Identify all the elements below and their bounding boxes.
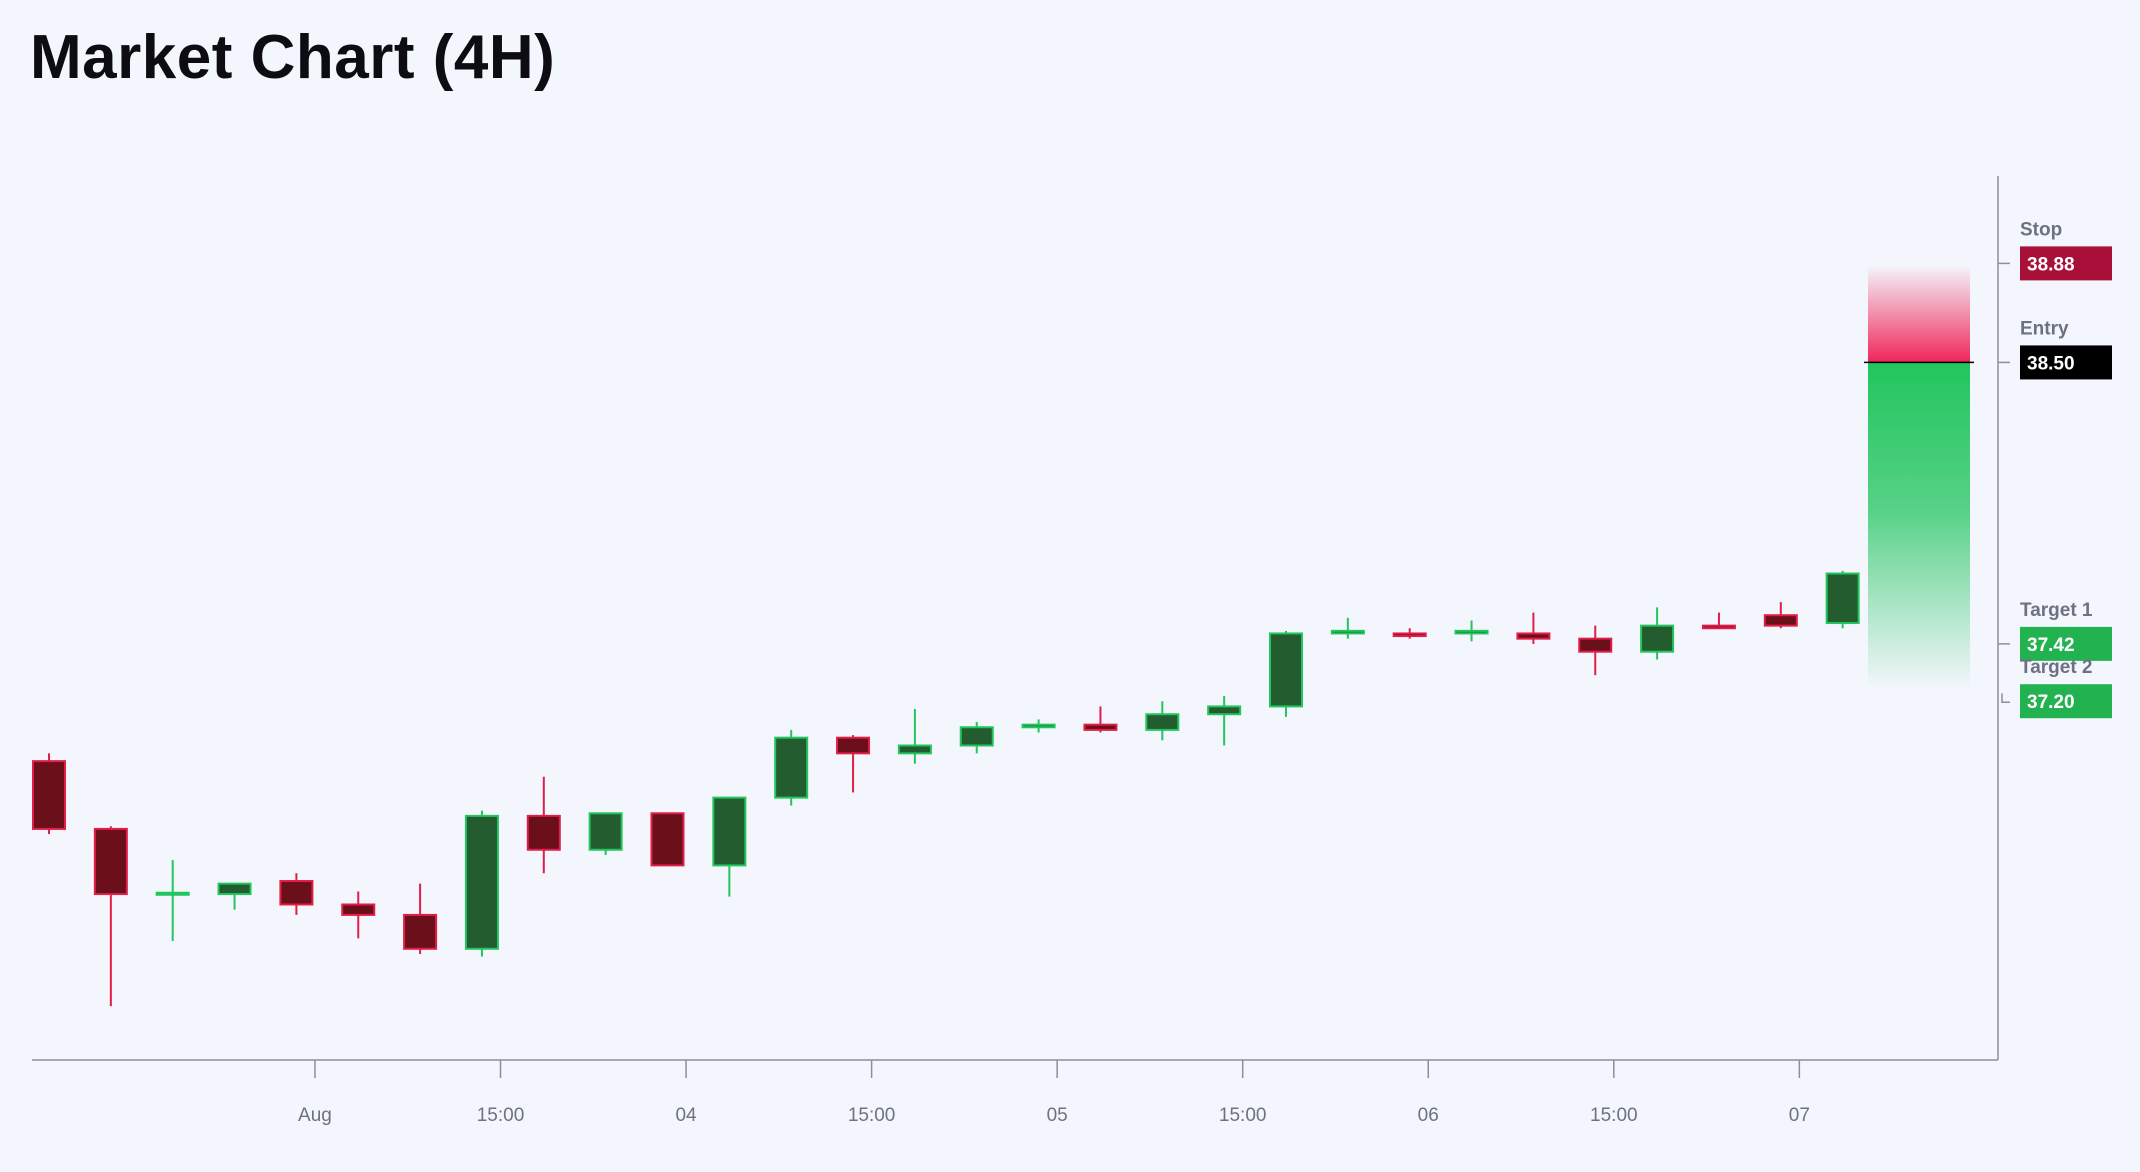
candle-body — [526, 814, 561, 851]
candle-down — [341, 891, 376, 939]
candle-body — [836, 736, 871, 755]
level-target: Target 2 37.20 — [2001, 657, 2112, 719]
candle-down — [32, 753, 66, 835]
candle-up — [217, 882, 252, 910]
candle-body — [1145, 713, 1180, 731]
candle-body — [650, 812, 685, 867]
candle-body — [774, 736, 809, 799]
x-tick-label: 06 — [1418, 1105, 1439, 1126]
level-badge — [2020, 345, 2112, 380]
candle-body — [1021, 723, 1056, 729]
candle-body — [897, 744, 932, 755]
candle-up — [1330, 617, 1365, 639]
candle-body — [1825, 572, 1860, 625]
candle-body — [1640, 624, 1675, 653]
level-badge — [2020, 246, 2112, 281]
x-tick-label: 15:00 — [848, 1105, 896, 1126]
trade-zones — [1868, 265, 1970, 690]
candle-down — [1083, 706, 1118, 733]
profit-zone — [1868, 362, 1970, 690]
candle-up — [1207, 696, 1242, 746]
candle-body — [1578, 637, 1613, 653]
candle-down — [526, 776, 561, 874]
level-badge — [2020, 684, 2112, 719]
level-label: Entry — [2020, 318, 2069, 339]
level-label: Stop — [2020, 219, 2062, 240]
candle-down — [93, 826, 128, 1007]
level-value: 38.50 — [2027, 353, 2075, 374]
candle-body — [464, 814, 499, 950]
x-tick-label: 07 — [1789, 1105, 1810, 1126]
candle-up — [1021, 719, 1056, 733]
level-badge — [2020, 626, 2112, 661]
candle-down — [403, 883, 438, 954]
x-tick-label: 04 — [675, 1105, 697, 1126]
level-value: 37.42 — [2027, 635, 2075, 656]
candle-body — [1516, 632, 1551, 640]
candle-down — [836, 735, 871, 793]
candle-down — [650, 812, 685, 867]
candle-body — [155, 891, 190, 896]
candle-up — [588, 812, 623, 855]
candles — [32, 570, 1860, 1007]
x-tick-label: Aug — [298, 1105, 332, 1126]
candle-body — [32, 760, 66, 830]
candle-body — [217, 882, 252, 896]
candle-body — [1763, 614, 1798, 627]
level-stop: Stop 38.88 — [1998, 219, 2112, 281]
candle-up — [155, 860, 190, 941]
candle-body — [588, 812, 623, 851]
x-tick-label: 05 — [1047, 1105, 1068, 1126]
candle-body — [1701, 624, 1736, 630]
x-tick-label: 15:00 — [477, 1105, 525, 1126]
candle-body — [1454, 629, 1489, 635]
candle-up — [1640, 607, 1675, 660]
level-target: Target 1 37.42 — [1998, 600, 2112, 661]
level-tick — [2001, 693, 2010, 703]
candle-up — [774, 729, 809, 806]
x-tick-label: 15:00 — [1590, 1105, 1638, 1126]
axes: Aug 15:00 04 15:00 05 15:00 06 15:00 07 — [32, 176, 1999, 1126]
level-label: Target 2 — [2020, 657, 2093, 678]
level-label: Target 1 — [2020, 600, 2093, 621]
candle-down — [1701, 612, 1736, 630]
page-title: Market Chart (4H) — [30, 23, 556, 92]
candle-body — [341, 903, 376, 916]
candle-body — [1207, 705, 1242, 716]
candle-up — [1145, 701, 1180, 741]
candle-down — [1392, 628, 1427, 639]
candle-body — [403, 913, 438, 950]
candle-up — [959, 722, 994, 754]
candle-body — [712, 796, 747, 867]
candle-down — [1516, 612, 1551, 644]
level-entry: Entry 38.50 — [1998, 318, 2112, 380]
candle-body — [279, 880, 314, 906]
candle-up — [464, 810, 499, 957]
candle-body — [959, 726, 994, 747]
candle-body — [93, 827, 128, 896]
candle-body — [1269, 632, 1303, 708]
candle-down — [1763, 602, 1798, 629]
candle-up — [1454, 620, 1489, 642]
candle-up — [1825, 570, 1860, 629]
level-value: 38.88 — [2027, 254, 2075, 275]
level-value: 37.20 — [2027, 692, 2075, 713]
candle-body — [1392, 632, 1427, 638]
x-tick-label: 15:00 — [1219, 1105, 1267, 1126]
candle-body — [1330, 629, 1365, 635]
risk-zone — [1868, 265, 1970, 363]
candle-up — [1269, 630, 1303, 717]
candle-down — [1578, 625, 1613, 676]
candle-up — [712, 796, 747, 897]
candle-down — [279, 873, 314, 915]
candle-up — [897, 709, 932, 764]
candle-body — [1083, 723, 1118, 731]
